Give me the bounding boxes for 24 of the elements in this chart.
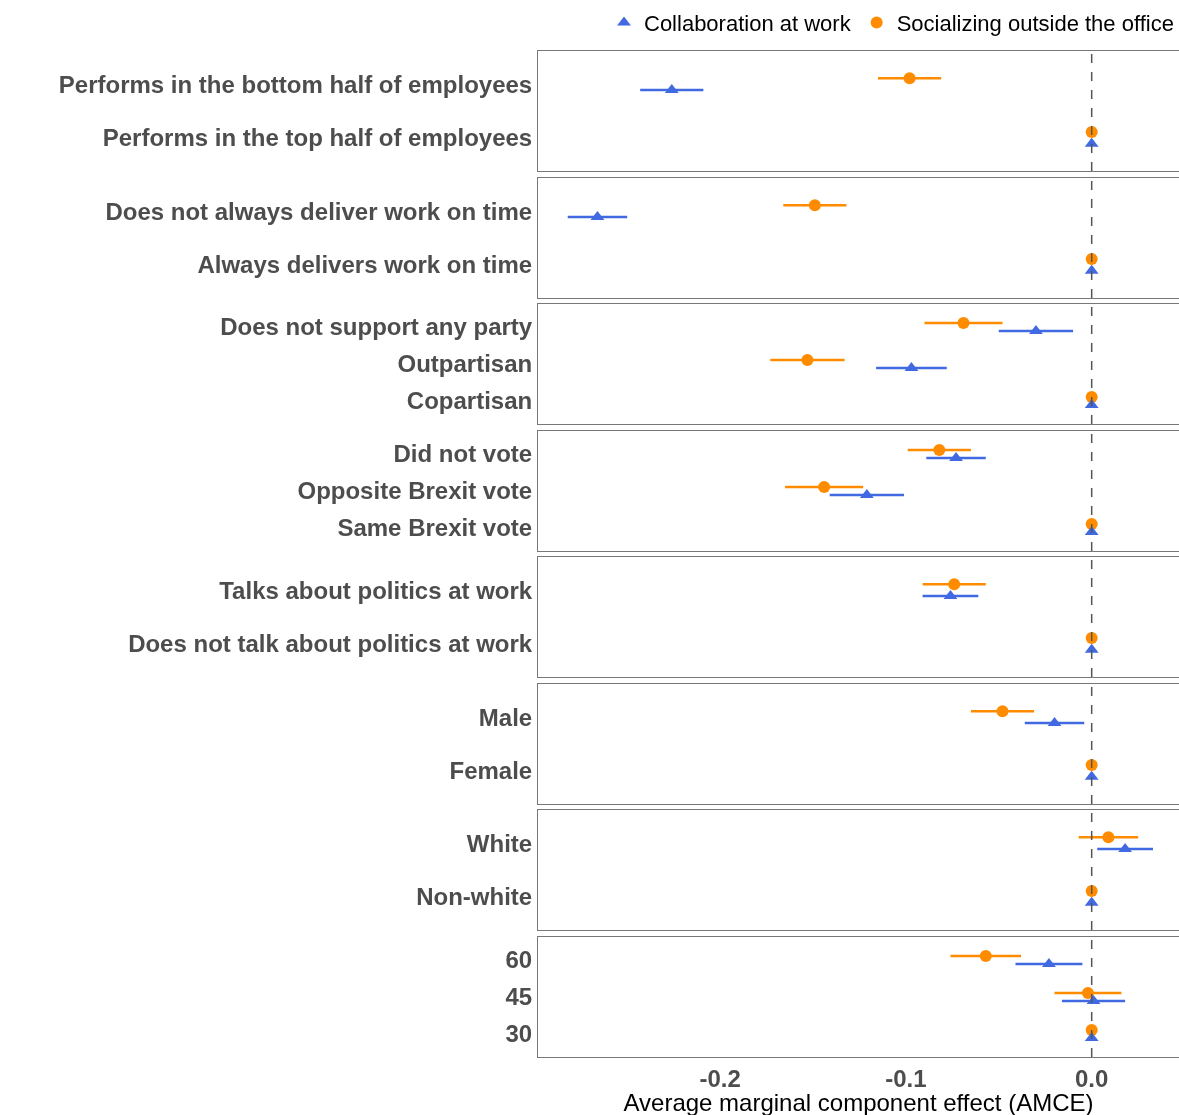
y-tick-label: Non-white: [416, 883, 533, 911]
y-tick-label: Always delivers work on time: [197, 251, 533, 279]
y-tick-label: Opposite Brexit vote: [297, 477, 533, 505]
y-tick-label: Male: [478, 703, 533, 731]
y-tick-label: Copartisan: [406, 387, 533, 415]
y-tick-label: Does not talk about politics at work: [128, 630, 533, 658]
x-tick-label: -0.2: [699, 1064, 741, 1092]
y-tick-label: 45: [505, 983, 533, 1011]
x-tick-label: -0.1: [885, 1064, 927, 1092]
y-tick-label: Outpartisan: [397, 350, 533, 378]
y-tick-label: Female: [449, 757, 533, 785]
x-tick-label: 0.0: [1074, 1064, 1109, 1092]
y-tick-label: Performs in the top half of employees: [102, 124, 533, 152]
y-tick-label: Performs in the bottom half of employees: [58, 70, 533, 98]
y-tick-label: Does not always deliver work on time: [105, 197, 533, 225]
y-tick-label: White: [466, 829, 533, 857]
y-tick-label: 60: [505, 946, 533, 974]
y-tick-label: Same Brexit vote: [337, 514, 533, 542]
y-tick-label: 30: [505, 1020, 533, 1048]
y-tick-label: Talks about politics at work: [219, 576, 533, 604]
legend-label: Collaboration at work: [644, 11, 852, 37]
legend-label: Socializing outside the office: [896, 11, 1174, 37]
y-tick-label: Does not support any party: [220, 313, 533, 341]
y-tick-label: Did not vote: [393, 440, 533, 468]
